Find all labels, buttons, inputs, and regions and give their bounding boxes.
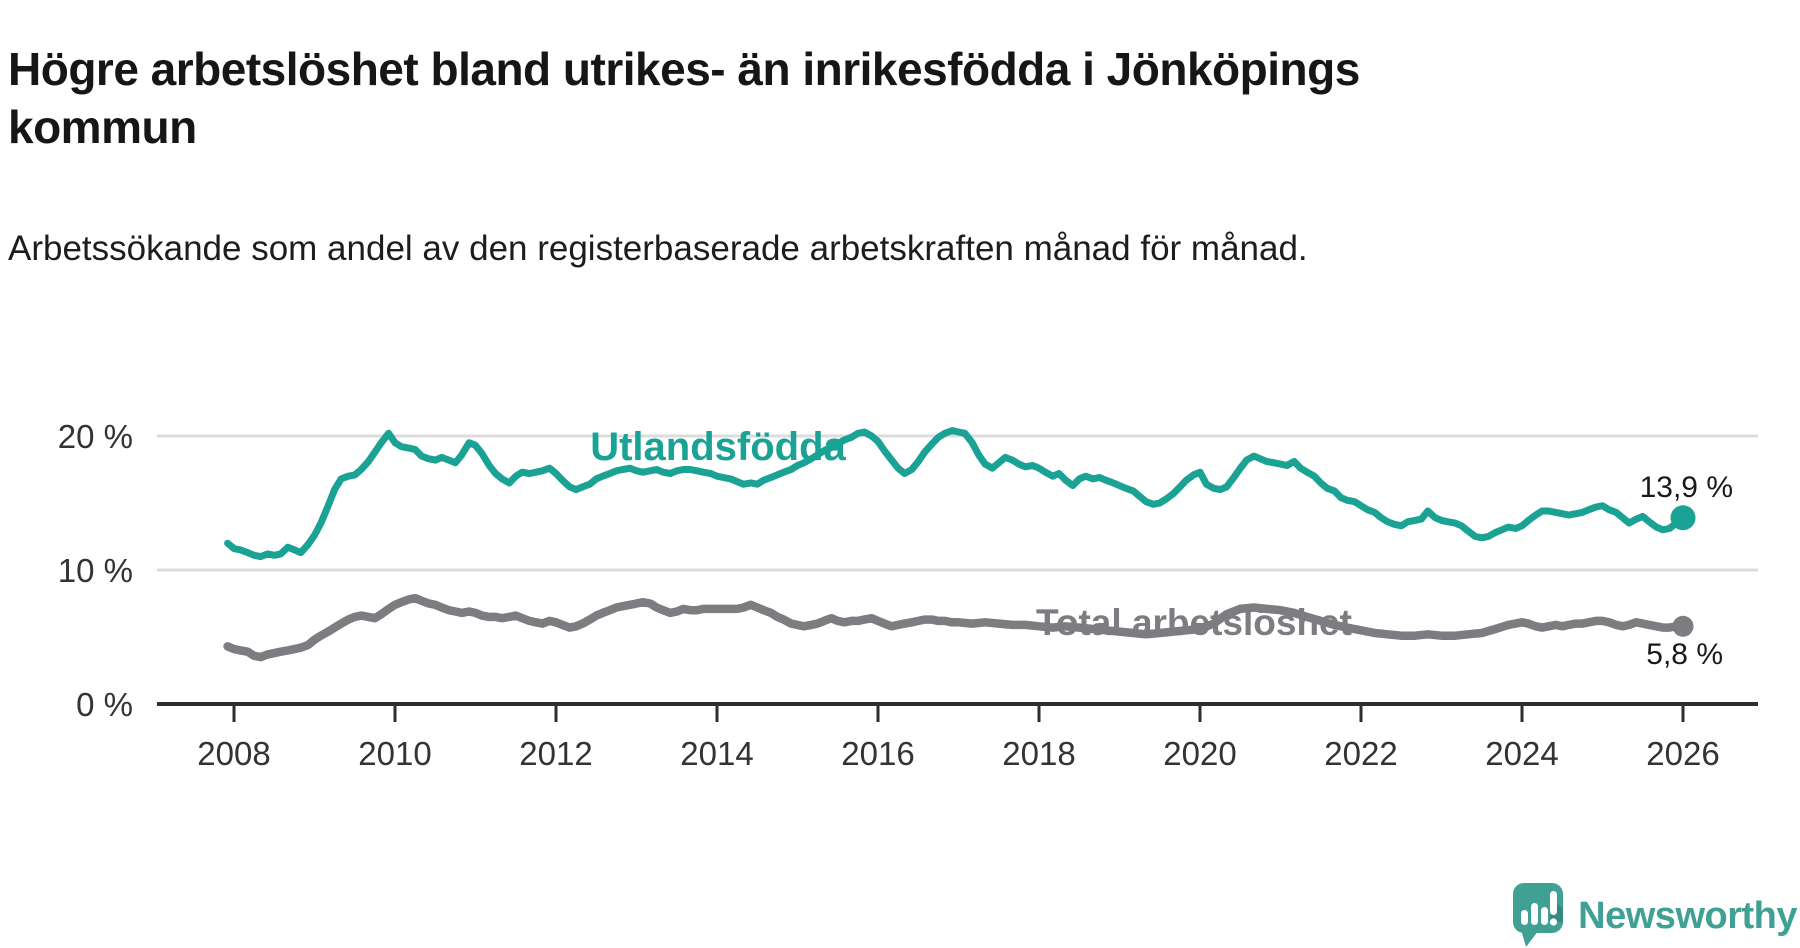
y-tick-label: 20 % <box>58 418 133 455</box>
x-tick-label: 2008 <box>197 735 270 772</box>
brand-name: Newsworthy <box>1578 894 1797 937</box>
series-line-utlandsfodda <box>224 427 1687 561</box>
end-value-label-total: 5,8 % <box>1646 638 1723 671</box>
page-title: Högre arbetslöshet bland utrikes- än inr… <box>8 42 1360 153</box>
newsworthy-brand: Newsworthy <box>1512 882 1797 948</box>
y-tick-label: 10 % <box>58 552 133 589</box>
x-tick-label: 2018 <box>1002 735 1075 772</box>
x-tick-label: 2010 <box>358 735 431 772</box>
x-tick-label: 2022 <box>1324 735 1397 772</box>
x-tick-label: 2014 <box>680 735 753 772</box>
series-end-dot-total <box>1672 615 1694 637</box>
series-line-total <box>223 593 1688 662</box>
x-tick-label: 2016 <box>841 735 914 772</box>
bar-chart-speech-bubble-icon <box>1513 883 1564 947</box>
y-tick-label: 0 % <box>76 686 133 723</box>
end-value-label-utlandsfodda: 13,9 % <box>1640 471 1733 504</box>
series-label-utlandsfodda: Utlandsfödda <box>590 425 846 469</box>
x-tick-label: 2012 <box>519 735 592 772</box>
x-tick-label: 2020 <box>1163 735 1236 772</box>
series-label-total: Total arbetslöshet <box>1036 602 1352 643</box>
series-end-dot-utlandsfodda <box>1670 505 1696 531</box>
x-tick-label: 2026 <box>1646 735 1719 772</box>
x-tick-label: 2024 <box>1485 735 1558 772</box>
page-subtitle: Arbetssökande som andel av den registerb… <box>8 229 1308 268</box>
